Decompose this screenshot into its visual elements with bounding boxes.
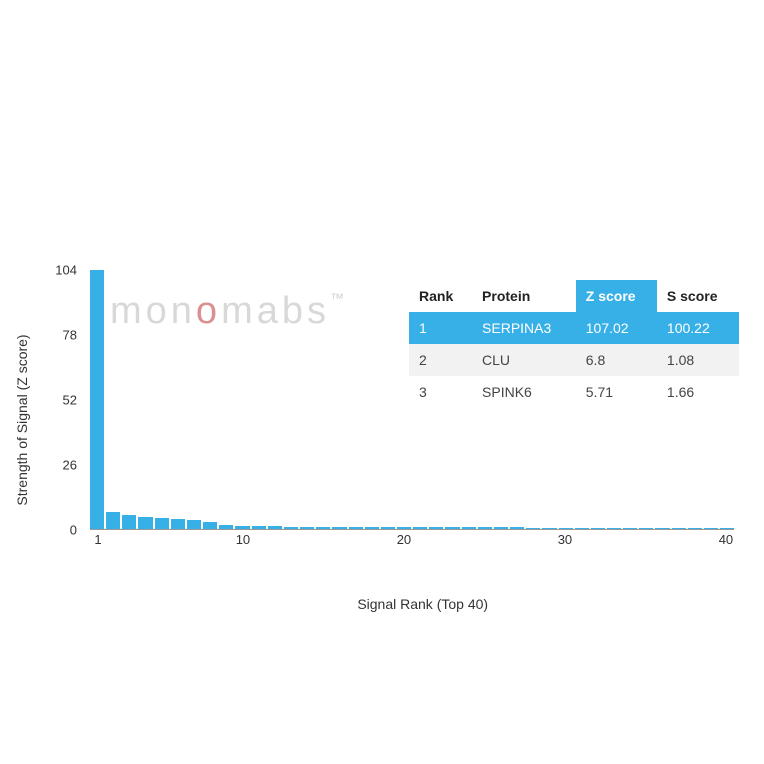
bar [171,519,185,529]
bar [542,528,556,529]
bar [655,528,669,529]
bar [510,527,524,529]
table-body: 1SERPINA3107.02100.222CLU6.81.083SPINK65… [409,312,739,408]
y-axis-ticks: 0265278104 [30,270,85,530]
table-header-cell: Z score [576,280,657,312]
bar [203,522,217,529]
bar [559,528,573,529]
bar [106,512,120,529]
x-tick: 1 [94,532,101,547]
bar [704,528,718,529]
y-tick: 0 [32,523,77,538]
bar [445,527,459,529]
y-tick: 26 [32,458,77,473]
x-tick: 30 [558,532,572,547]
bar [591,528,605,529]
table-cell: 1.08 [657,344,739,376]
bar [268,526,282,529]
table-cell: 5.71 [576,376,657,408]
table-header-cell: S score [657,280,739,312]
bar [397,527,411,529]
bar [219,525,233,529]
bar [672,528,686,529]
bar [138,517,152,529]
table-cell: SERPINA3 [472,312,576,344]
bar [187,520,201,529]
table-header-row: RankProteinZ scoreS score [409,280,739,312]
bar [575,528,589,529]
table-cell: CLU [472,344,576,376]
table-header-cell: Protein [472,280,576,312]
bar [639,528,653,529]
bar [252,526,266,529]
table-row: 3SPINK65.711.66 [409,376,739,408]
table-cell: 1.66 [657,376,739,408]
table-header-cell: Rank [409,280,472,312]
bar [494,527,508,529]
bar [284,527,298,529]
bar [365,527,379,529]
table-cell: 107.02 [576,312,657,344]
bar [300,527,314,529]
x-axis-label: Signal Rank (Top 40) [357,596,488,612]
table-row: 2CLU6.81.08 [409,344,739,376]
x-axis-ticks: 1 10 20 30 40 [90,530,734,550]
bar [478,527,492,529]
x-tick: 20 [397,532,411,547]
bar [122,515,136,529]
bar [349,527,363,529]
x-tick: 10 [236,532,250,547]
bar [235,526,249,529]
table-cell: SPINK6 [472,376,576,408]
bar [332,527,346,529]
table-cell: 2 [409,344,472,376]
bar [90,270,104,529]
bar [413,527,427,529]
table-cell: 3 [409,376,472,408]
table-cell: 6.8 [576,344,657,376]
bar [720,528,734,529]
y-tick: 78 [32,328,77,343]
bar [688,528,702,529]
bar [429,527,443,529]
y-tick: 104 [32,263,77,278]
bar [316,527,330,529]
x-tick: 40 [719,532,733,547]
bar [381,527,395,529]
table-row: 1SERPINA3107.02100.22 [409,312,739,344]
y-axis-label: Strength of Signal (Z score) [14,334,30,505]
bar [155,518,169,529]
bar [526,528,540,529]
bar [607,528,621,529]
y-tick: 52 [32,393,77,408]
bar [462,527,476,529]
table-cell: 1 [409,312,472,344]
bar [623,528,637,529]
table-cell: 100.22 [657,312,739,344]
protein-rank-table: RankProteinZ scoreS score 1SERPINA3107.0… [409,280,739,408]
